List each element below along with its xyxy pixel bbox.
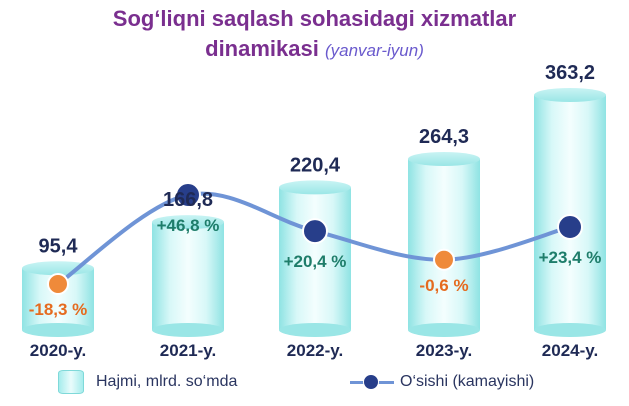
bar-2023-y. <box>408 151 480 337</box>
x-tick-label: 2023-y. <box>416 341 472 360</box>
growth-point <box>557 213 583 240</box>
growth-point <box>302 218 328 245</box>
title-line-2-main: dinamikasi <box>205 36 319 61</box>
growth-point <box>175 182 201 208</box>
title-line-2: dinamikasi (yanvar-iyun) <box>0 34 629 66</box>
x-tick-label: 2021-y. <box>160 341 216 360</box>
chart-title: Sog‘liqni saqlash sohasidagi xizmatlar d… <box>0 4 629 66</box>
x-tick-label: 2024-y. <box>542 341 598 360</box>
labels-layer: 95,4 2020-y. 166,8 2021-y. 220,4 2022-y. 264,3… <box>29 62 602 360</box>
bars-layer <box>22 88 606 337</box>
legend-line-label: O‘sishi (kamayishi) <box>400 373 535 390</box>
bar-2022-y. <box>279 180 351 337</box>
legend-line-swatch <box>350 372 394 392</box>
legend-line: O‘sishi (kamayishi) <box>350 368 534 396</box>
growth-point <box>433 248 455 271</box>
bar-2021-y. <box>152 215 224 337</box>
growth-label: +20,4 % <box>284 252 347 271</box>
growth-label: +46,8 % <box>157 216 220 235</box>
bar-value-label: 220,4 <box>290 154 341 176</box>
growth-label: -0,6 % <box>419 276 468 295</box>
growth-line-layer <box>47 182 583 295</box>
bar-value-label: 363,2 <box>545 62 595 84</box>
legend-bar: Hajmi, mlrd. so‘mda <box>58 368 237 396</box>
chart-subtitle: (yanvar-iyun) <box>324 41 424 60</box>
legend-bar-label: Hajmi, mlrd. so‘mda <box>96 373 238 390</box>
bar-value-label: 95,4 <box>39 235 79 257</box>
bar-value-label: 264,3 <box>419 126 469 148</box>
growth-label: -18,3 % <box>29 300 88 319</box>
legend-bar-swatch <box>58 370 84 394</box>
x-tick-label: 2022-y. <box>287 341 343 360</box>
growth-point <box>47 273 69 295</box>
bar-2024-y. <box>534 88 606 337</box>
x-tick-label: 2020-y. <box>30 341 86 360</box>
growth-label: +23,4 % <box>539 248 602 267</box>
title-line-1: Sog‘liqni saqlash sohasidagi xizmatlar <box>112 6 517 31</box>
bar-value-label: 166,8 <box>163 189 213 211</box>
